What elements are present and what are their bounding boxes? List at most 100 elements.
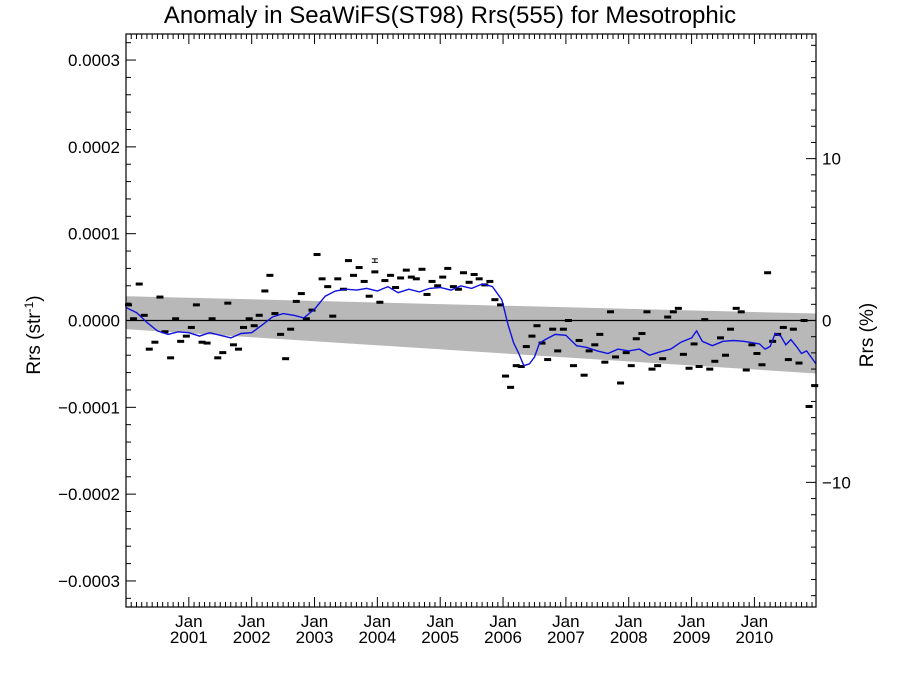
- data-point-marker: [125, 303, 133, 307]
- x-tick-label-month: Jan: [552, 612, 579, 631]
- data-point-marker: [491, 298, 499, 302]
- data-point-marker: [407, 275, 415, 279]
- data-point-marker: [198, 340, 206, 344]
- data-point-marker: [607, 310, 615, 314]
- data-point-marker: [612, 355, 620, 359]
- data-point-marker: [664, 315, 672, 319]
- data-point-marker: [297, 292, 305, 296]
- data-point-marker: [292, 299, 300, 303]
- data-point-marker: [591, 343, 599, 347]
- data-point-marker: [622, 351, 630, 355]
- data-point-marker: [627, 364, 635, 368]
- data-point-marker: [753, 351, 761, 355]
- data-point-marker: [203, 341, 211, 345]
- data-point-marker: [465, 280, 473, 284]
- smoothed-series-line: [125, 283, 817, 367]
- data-point-marker: [789, 327, 797, 331]
- data-point-marker: [261, 289, 269, 293]
- x-tick-label-month: Jan: [301, 612, 328, 631]
- data-point-marker: [208, 317, 216, 321]
- x-tick-label-month: Jan: [678, 612, 705, 631]
- data-point-marker: [412, 277, 420, 281]
- x-tick-label-month: Jan: [238, 612, 265, 631]
- data-point-marker: [732, 306, 740, 310]
- data-point-marker: [161, 330, 169, 334]
- data-point-marker: [402, 268, 410, 272]
- data-point-marker: [643, 310, 651, 314]
- data-point-marker: [349, 273, 357, 277]
- data-point-marker: [486, 279, 494, 283]
- x-tick-label-month: Jan: [175, 612, 202, 631]
- data-point-marker: [632, 337, 640, 341]
- y-left-tick-label: 0.0000: [68, 312, 120, 331]
- data-point-marker: [701, 318, 709, 322]
- data-point-marker: [690, 342, 698, 346]
- data-point-marker: [517, 365, 525, 369]
- data-point-marker: [800, 319, 808, 322]
- data-point-marker: [130, 317, 138, 321]
- data-point-marker: [344, 259, 352, 263]
- data-point-marker: [795, 361, 803, 365]
- y-left-tick-label: −0.0003: [58, 572, 120, 591]
- data-point-marker: [497, 303, 505, 307]
- data-point-marker: [287, 327, 295, 331]
- data-point-marker: [229, 343, 237, 347]
- data-point-marker: [255, 313, 263, 317]
- data-point-marker: [727, 327, 735, 331]
- data-point-marker: [313, 253, 321, 257]
- data-point-marker: [187, 325, 195, 329]
- data-point-marker: [470, 272, 478, 276]
- data-point-marker: [192, 303, 200, 307]
- data-point-marker: [329, 314, 337, 318]
- data-point-marker: [549, 327, 557, 331]
- data-point-marker: [376, 300, 384, 304]
- data-point-marker: [569, 364, 577, 368]
- data-point-marker: [585, 349, 593, 353]
- data-point-marker: [784, 358, 792, 362]
- data-point-marker: [711, 359, 719, 363]
- data-point-marker: [533, 324, 541, 328]
- data-point-marker: [387, 273, 395, 277]
- data-point-marker: [444, 266, 452, 270]
- data-point-marker: [224, 301, 232, 305]
- data-point-marker: [617, 381, 625, 385]
- y-right-tick-label: 10: [822, 150, 841, 169]
- data-point-marker: [245, 317, 253, 321]
- x-tick-label-month: Jan: [615, 612, 642, 631]
- data-point-marker: [266, 273, 274, 277]
- x-tick-label-year: 2008: [610, 628, 648, 647]
- data-point-marker: [722, 353, 730, 357]
- data-point-marker: [434, 284, 442, 288]
- data-point-marker: [748, 343, 756, 347]
- data-point-marker: [654, 364, 662, 368]
- y-right-tick-label: 0: [822, 312, 831, 331]
- data-point-marker: [475, 277, 483, 281]
- data-point-marker: [219, 351, 227, 355]
- x-tick-label-year: 2003: [296, 628, 334, 647]
- data-point-marker: [355, 266, 363, 270]
- data-point-marker: [742, 368, 750, 372]
- x-tick-label-year: 2002: [233, 628, 271, 647]
- y-left-tick-label: 0.0003: [68, 51, 120, 70]
- data-point-marker: [554, 349, 562, 353]
- data-point-marker: [172, 317, 180, 321]
- data-point-marker: [360, 279, 368, 283]
- data-point-marker: [240, 325, 248, 329]
- data-point-marker: [250, 324, 258, 328]
- data-point-marker: [167, 356, 175, 360]
- y-left-tick-label: −0.0001: [58, 398, 120, 417]
- data-point-marker: [737, 310, 745, 314]
- chart-title: Anomaly in SeaWiFS(ST98) Rrs(555) for Me…: [163, 2, 737, 29]
- data-point-marker: [522, 345, 530, 349]
- uncertainty-band: [126, 296, 816, 374]
- data-point-marker: [559, 327, 567, 331]
- y-left-tick-label: 0.0002: [68, 138, 120, 157]
- data-point-marker: [544, 358, 552, 362]
- data-point-marker: [596, 332, 604, 336]
- data-point-marker: [156, 295, 164, 299]
- data-point-marker: [601, 360, 609, 364]
- data-point-marker: [507, 385, 515, 389]
- data-point-marker: [449, 285, 457, 289]
- data-point-marker: [214, 356, 222, 360]
